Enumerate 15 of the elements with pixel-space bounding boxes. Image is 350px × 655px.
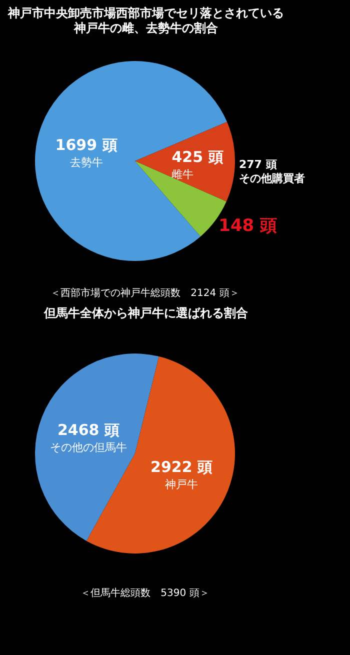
data-label: 1699 頭 <box>55 136 118 154</box>
data-label: 2922 頭 <box>150 458 213 476</box>
slice-label: 神戸牛 <box>165 478 198 491</box>
data-label: 148 頭 <box>218 216 278 236</box>
text: 425 頭 <box>172 148 224 166</box>
text: ＜西部市場での神戸牛総頭数 2124 頭＞ <box>50 286 240 300</box>
slice-label: 去勢牛 <box>70 156 103 169</box>
chart-title: 神戸市中央卸売市場西部市場でセリ落とされている神戸牛の雌、去勢牛の割合 <box>6 5 285 36</box>
data-label: 2468 頭 <box>57 421 120 440</box>
slice-label: その他購買者 <box>238 172 305 185</box>
chart-title: 但馬牛全体から神戸牛に選ばれる割合 <box>42 305 249 321</box>
text: 雌牛 <box>172 168 194 182</box>
slice-label: その他の但馬牛 <box>50 441 127 454</box>
text: ＜但馬牛総頭数 5390 頭＞ <box>80 586 210 600</box>
data-label: 277 頭 <box>238 158 277 171</box>
